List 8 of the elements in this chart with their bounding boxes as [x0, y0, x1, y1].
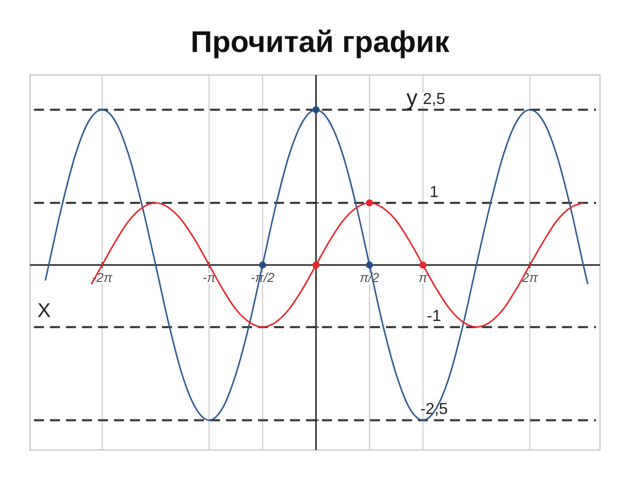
y-tick-label: -1	[426, 308, 442, 326]
chart-title: Прочитай график	[190, 26, 450, 59]
x-tick-label: π	[418, 270, 428, 285]
y-tick-label: 2,5	[422, 90, 446, 108]
x-tick-label: -π	[202, 270, 216, 285]
x-axis-title: X	[37, 300, 51, 322]
y-tick-label: 1	[430, 184, 439, 201]
y-axis-title: y	[406, 85, 418, 110]
